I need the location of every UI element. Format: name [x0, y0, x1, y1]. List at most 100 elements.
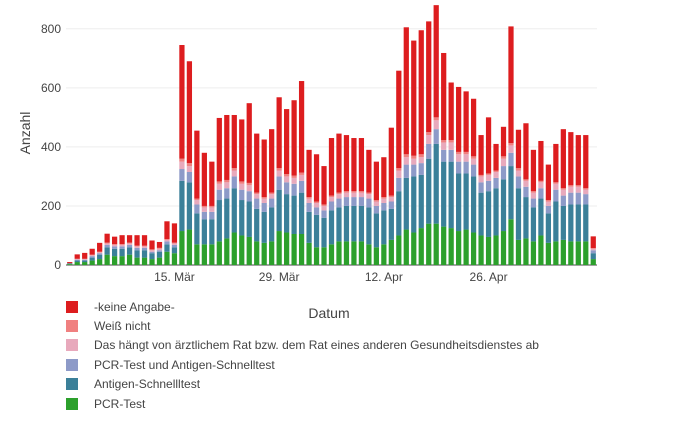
bar-segment[interactable] [530, 207, 537, 242]
bar-segment[interactable] [500, 156, 507, 159]
bar-segment[interactable] [261, 198, 267, 203]
bar-segment[interactable] [194, 130, 200, 199]
bar-segment[interactable] [164, 239, 170, 240]
bar-segment[interactable] [493, 235, 499, 265]
bar-segment[interactable] [523, 238, 529, 265]
bar-segment[interactable] [186, 166, 193, 172]
bar-segment[interactable] [104, 243, 110, 245]
bar-segment[interactable] [381, 198, 387, 203]
bar-segment[interactable] [456, 154, 462, 162]
bar-segment[interactable] [119, 256, 125, 265]
bar-segment[interactable] [336, 194, 342, 199]
bar-segment[interactable] [246, 103, 252, 183]
bar-segment[interactable] [231, 176, 237, 189]
bar-segment[interactable] [388, 208, 394, 240]
bar-segment[interactable] [246, 185, 252, 192]
bar-segment[interactable] [508, 166, 514, 220]
bar-segment[interactable] [553, 201, 559, 242]
bar-segment[interactable] [523, 179, 529, 181]
bar-segment[interactable] [336, 133, 342, 193]
bar-segment[interactable] [164, 239, 170, 242]
bar-segment[interactable] [396, 191, 402, 236]
bar-segment[interactable] [328, 210, 335, 245]
bar-segment[interactable] [568, 186, 574, 193]
bar-segment[interactable] [284, 109, 290, 175]
bar-segment[interactable] [141, 247, 148, 251]
bar-segment[interactable] [583, 188, 589, 190]
legend-item[interactable]: PCR-Test und Antigen-Schnelltest [66, 355, 539, 374]
bar-segment[interactable] [485, 180, 492, 192]
bar-segment[interactable] [134, 246, 140, 248]
bar-segment[interactable] [179, 45, 185, 159]
bar-segment[interactable] [126, 242, 133, 244]
bar-segment[interactable] [493, 143, 499, 171]
bar-segment[interactable] [261, 211, 267, 243]
bar-segment[interactable] [179, 231, 185, 265]
bar-segment[interactable] [276, 231, 282, 265]
bar-segment[interactable] [111, 244, 118, 247]
bar-segment[interactable] [201, 211, 207, 220]
bar-segment[interactable] [411, 158, 417, 165]
bar-segment[interactable] [523, 123, 529, 180]
bar-segment[interactable] [396, 177, 402, 192]
bar-segment[interactable] [276, 189, 282, 232]
bar-segment[interactable] [470, 232, 477, 265]
bar-segment[interactable] [246, 236, 252, 265]
bar-segment[interactable] [231, 168, 237, 171]
bar-segment[interactable] [463, 154, 469, 162]
bar-segment[interactable] [493, 171, 499, 178]
bar-segment[interactable] [298, 172, 305, 175]
bar-segment[interactable] [568, 192, 574, 205]
bar-segment[interactable] [97, 253, 103, 255]
bar-segment[interactable] [224, 198, 230, 239]
bars[interactable] [67, 5, 596, 265]
bar-segment[interactable] [89, 257, 95, 261]
bar-segment[interactable] [343, 135, 350, 192]
bar-segment[interactable] [426, 158, 432, 224]
bar-segment[interactable] [583, 189, 589, 195]
bar-segment[interactable] [336, 192, 342, 195]
bar-segment[interactable] [209, 211, 215, 220]
bar-segment[interactable] [231, 114, 237, 169]
bar-segment[interactable] [269, 198, 275, 208]
bar-segment[interactable] [433, 5, 439, 118]
bar-segment[interactable] [553, 182, 559, 184]
bar-segment[interactable] [141, 245, 148, 247]
bar-segment[interactable] [313, 201, 320, 203]
bar-segment[interactable] [470, 158, 477, 165]
bar-segment[interactable] [134, 247, 140, 251]
bar-segment[interactable] [411, 164, 417, 177]
bar-segment[interactable] [239, 189, 245, 201]
bar-segment[interactable] [239, 119, 245, 182]
bar-segment[interactable] [351, 205, 357, 242]
bar-segment[interactable] [141, 235, 148, 246]
bar-segment[interactable] [366, 207, 372, 245]
bar-segment[interactable] [381, 157, 387, 198]
bar-segment[interactable] [194, 200, 200, 205]
bar-segment[interactable] [201, 219, 207, 245]
bar-segment[interactable] [403, 157, 409, 165]
bar-segment[interactable] [590, 236, 596, 249]
bar-segment[interactable] [261, 139, 267, 198]
bar-segment[interactable] [328, 197, 335, 202]
bar-segment[interactable] [388, 127, 394, 196]
bar-segment[interactable] [500, 166, 507, 180]
bar-segment[interactable] [306, 211, 312, 243]
bar-segment[interactable] [209, 244, 215, 265]
bar-segment[interactable] [179, 180, 185, 232]
bar-segment[interactable] [433, 129, 439, 144]
bar-segment[interactable] [463, 151, 469, 155]
bar-segment[interactable] [478, 235, 484, 265]
bar-segment[interactable] [583, 241, 589, 265]
bar-segment[interactable] [515, 239, 522, 265]
bar-segment[interactable] [276, 168, 282, 171]
bar-segment[interactable] [216, 183, 222, 190]
bar-segment[interactable] [239, 183, 245, 190]
bar-segment[interactable] [396, 170, 402, 178]
bar-segment[interactable] [478, 176, 484, 183]
bar-segment[interactable] [485, 117, 492, 174]
bar-segment[interactable] [149, 253, 155, 260]
bar-segment[interactable] [508, 143, 514, 146]
bar-segment[interactable] [97, 254, 103, 260]
bar-segment[interactable] [343, 241, 350, 265]
